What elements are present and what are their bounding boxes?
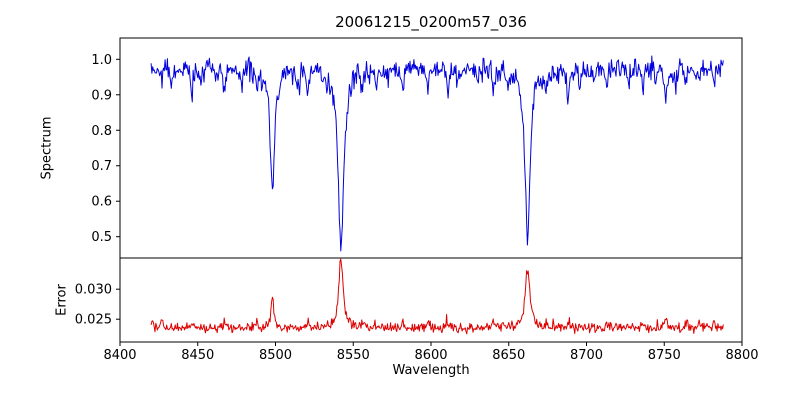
x-tick-label: 8450	[181, 348, 214, 363]
error-line	[150, 258, 724, 335]
y-tick-label: 0.5	[91, 230, 112, 245]
x-tick-label: 8400	[103, 348, 136, 363]
y-tick-label: 0.7	[91, 159, 112, 174]
y-tick-label: 0.030	[75, 283, 112, 298]
x-axis-label: Wavelength	[392, 363, 470, 378]
x-tick-label: 8500	[259, 348, 292, 363]
x-tick-label: 8700	[570, 348, 603, 363]
x-tick-label: 8650	[492, 348, 525, 363]
chart-title: 20061215_0200m57_036	[335, 13, 527, 31]
y-tick-label: 1.0	[91, 53, 112, 68]
y-tick-label: 0.6	[91, 195, 112, 210]
y-tick-label: 0.9	[91, 88, 112, 103]
spectrum-line	[150, 55, 724, 252]
y-tick-label: 0.8	[91, 124, 112, 139]
x-tick-label: 8750	[648, 348, 681, 363]
y-tick-label: 0.025	[75, 313, 112, 328]
x-tick-label: 8550	[337, 348, 370, 363]
x-tick-label: 8800	[725, 348, 758, 363]
x-tick-label: 8600	[414, 348, 447, 363]
